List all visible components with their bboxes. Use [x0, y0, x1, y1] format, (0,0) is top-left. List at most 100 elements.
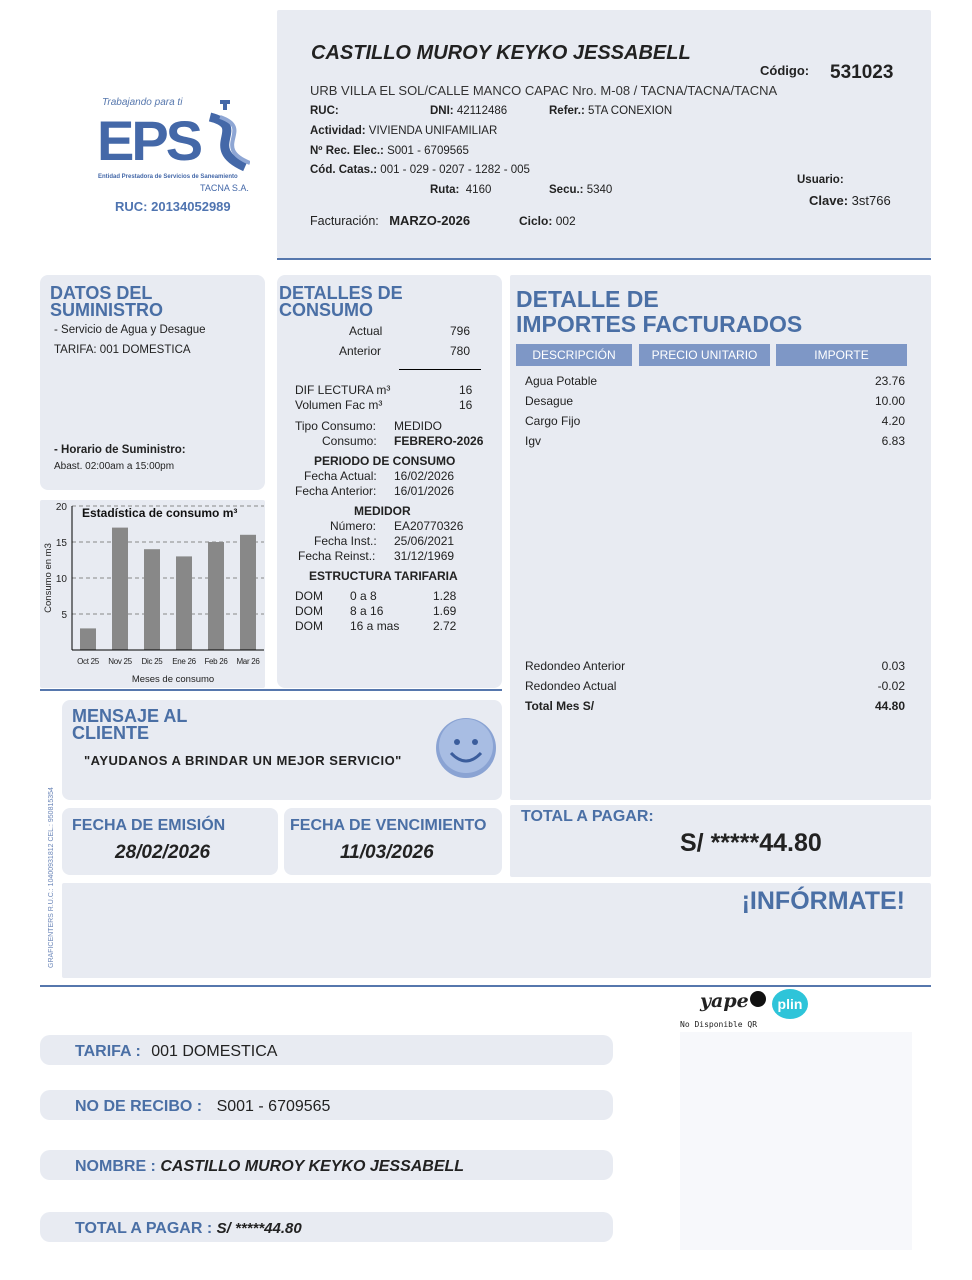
bar-ene-26 — [176, 556, 192, 650]
tipo-label: Tipo Consumo: — [295, 419, 376, 433]
bar-dic-25 — [144, 549, 160, 650]
fecha-inst-label: Fecha Inst.: — [314, 534, 377, 548]
y-tick-label: 20 — [56, 502, 68, 513]
actual-label: Actual — [349, 324, 383, 338]
tarifa-text: TARIFA: 001 DOMESTICA — [54, 344, 191, 356]
vol-label: Volumen Fac m³ — [295, 398, 383, 412]
address: URB VILLA EL SOL/CALLE MANCO CAPAC Nro. … — [310, 83, 778, 98]
x-tick-label: Mar 26 — [236, 657, 260, 666]
estructura-title: ESTRUCTURA TARIFARIA — [309, 569, 458, 583]
due-date-panel: FECHA DE VENCIMIENTO 11/03/2026 — [284, 808, 502, 875]
issue-date-label: FECHA DE EMISIÓN — [72, 817, 226, 834]
vol-value: 16 — [459, 398, 473, 412]
anterior-value: 780 — [450, 344, 471, 358]
usuario-label: Usuario: — [797, 174, 844, 186]
qr-area — [680, 1032, 912, 1250]
info-panel: ¡INFÓRMATE! — [62, 883, 931, 978]
rec-field: Nº Rec. Elec.: S001 - 6709565 — [310, 145, 469, 157]
item-description: Desague — [525, 394, 574, 408]
ruta-field: Ruta: 4160 — [430, 184, 492, 196]
y-tick-label: 10 — [56, 574, 68, 585]
consumption-title: DETALLES DE CONSUMO — [279, 283, 403, 320]
bottom-total: TOTAL A PAGAR : S/ *****44.80 — [40, 1212, 613, 1242]
consumption-chart-panel: 5 10 15 20 Oct 25 Nov 25 Dic 25 Ene 26 Feb 26 Mar… — [40, 500, 265, 688]
logo-ruc: RUC: 20134052989 — [115, 199, 231, 214]
codigo-value: 531023 — [830, 62, 894, 83]
tariff-row: DOM 0 a 8 1.28 — [295, 589, 465, 604]
logo-tagline: Trabajando para ti — [102, 97, 183, 108]
numero-value: EA20770326 — [394, 519, 464, 533]
anterior-label: Anterior — [339, 344, 382, 358]
supply-data-panel: DATOS DEL SUMINISTRO - Servicio de Agua … — [40, 275, 265, 490]
ciclo-field: Ciclo: 002 — [519, 214, 576, 228]
tariff-cell: DOM — [295, 604, 323, 618]
x-tick-label: Ene 26 — [172, 657, 196, 666]
tariff-row: DOM 8 a 16 1.69 — [295, 604, 465, 619]
line-item: Igv 6.83 — [525, 434, 905, 454]
line-item: Cargo Fijo 4.20 — [525, 414, 905, 434]
bar-feb-26 — [208, 542, 224, 650]
item-amount: 4.20 — [881, 414, 905, 428]
tariff-cell: 1.69 — [433, 604, 457, 618]
tariff-cell: 16 a mas — [350, 619, 400, 633]
facturacion-field: Facturación: MARZO-2026 — [310, 213, 471, 228]
total-panel: TOTAL A PAGAR: S/ *****44.80 — [510, 805, 931, 877]
bar-mar-26 — [240, 534, 256, 650]
ruc-field: RUC: — [310, 105, 339, 117]
billed-amounts-panel: DETALLE DE IMPORTES FACTURADOS DESCRIPCI… — [510, 275, 931, 800]
total-label: TOTAL A PAGAR: — [521, 808, 654, 825]
bottom-nombre: NOMBRE : CASTILLO MUROY KEYKO JESSABELL — [40, 1150, 613, 1180]
message-text: "AYUDANOS A BRINDAR UN MEJOR SERVICIO" — [84, 753, 402, 768]
issue-date-value: 28/02/2026 — [115, 842, 211, 863]
bar-oct-25 — [80, 628, 96, 650]
actual-value: 796 — [450, 324, 471, 338]
catas-field: Cód. Catas.: 001 - 029 - 0207 - 1282 - 0… — [310, 164, 530, 176]
line-item: Desague 10.00 — [525, 394, 905, 414]
y-tick-label: 5 — [61, 610, 67, 621]
tariff-cell: 8 a 16 — [350, 604, 384, 618]
bottom-recibo: NO DE RECIBO : S001 - 6709565 — [40, 1090, 613, 1120]
item-amount: 44.80 — [874, 699, 905, 713]
due-date-label: FECHA DE VENCIMIENTO — [290, 817, 487, 834]
fecha-reinst-value: 31/12/1969 — [394, 549, 455, 563]
x-tick-label: Dic 25 — [142, 657, 164, 666]
subtraction-line — [399, 369, 481, 370]
fecha-inst-value: 25/06/2021 — [394, 534, 455, 548]
tariff-cell: 1.28 — [433, 589, 457, 603]
consumption-details-panel: DETALLES DE CONSUMO Actual 796 Anterior … — [277, 275, 502, 688]
fecha-reinst-label: Fecha Reinst.: — [298, 549, 376, 563]
yape-logo: yape — [700, 990, 749, 1012]
horario-value: Abast. 02:00am a 15:00pm — [54, 461, 175, 472]
secu-field: Secu.: 5340 — [549, 184, 613, 196]
bottom-tarifa: TARIFA : 001 DOMESTICA — [40, 1035, 613, 1065]
customer-message-panel: MENSAJE AL CLIENTE "AYUDANOS A BRINDAR U… — [62, 700, 502, 800]
x-tick-label: Feb 26 — [204, 657, 228, 666]
bar-nov-25 — [112, 527, 128, 650]
item-description: Cargo Fijo — [525, 414, 581, 428]
supply-title: DATOS DEL SUMINISTRO — [50, 283, 164, 320]
header-descripcion: DESCRIPCIÓN — [516, 344, 632, 366]
item-amount: 23.76 — [874, 374, 905, 388]
dni-field: DNI: 42112486 — [430, 105, 508, 117]
item-description: Agua Potable — [525, 374, 598, 388]
message-title: MENSAJE AL CLIENTE — [72, 706, 188, 743]
divider — [277, 258, 931, 260]
divider — [40, 689, 502, 691]
item-description: Redondeo Actual — [525, 679, 617, 693]
line-item: Redondeo Actual -0.02 — [525, 679, 905, 699]
fecha-actual-value: 16/02/2026 — [394, 469, 455, 483]
qr-unavailable: No Disponible QR — [680, 1020, 758, 1029]
numero-label: Número: — [330, 519, 377, 533]
service-text: - Servicio de Agua y Desague — [54, 324, 206, 336]
tipo-value: MEDIDO — [394, 419, 442, 433]
tariff-table: DOM 0 a 8 1.28 DOM 8 a 16 1.69 DOM 16 a mas 2.72 — [295, 589, 465, 634]
consumo-label: Consumo: — [322, 434, 377, 448]
printer-info: GRAFICENTERS R.U.C.: 10400931812 CEL.: 9… — [48, 787, 55, 968]
item-amount: 0.03 — [881, 659, 905, 673]
consumption-chart: 5 10 15 20 Oct 25 Nov 25 Dic 25 Ene 26 Feb 26 Mar… — [43, 502, 264, 685]
item-description: Igv — [525, 434, 542, 448]
company-logo: Trabajando para ti EPS Entidad Prestador… — [95, 95, 265, 220]
dif-label: DIF LECTURA m³ — [295, 383, 391, 397]
line-item: Total Mes S/44.80 — [525, 699, 905, 719]
fecha-anterior-label: Fecha Anterior: — [295, 484, 377, 498]
